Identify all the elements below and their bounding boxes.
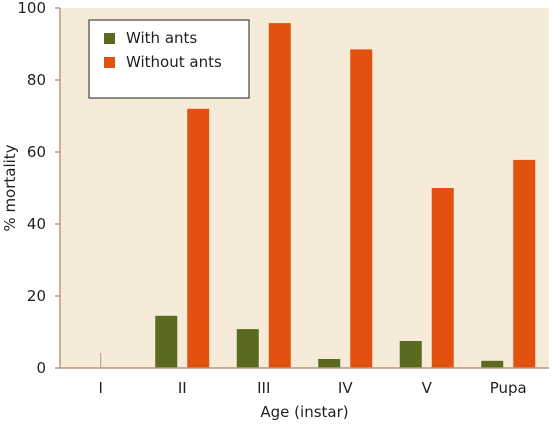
x-axis-ticks: I II III IV V Pupa: [99, 353, 527, 397]
bars: [155, 23, 536, 369]
bar-without-ants: [431, 188, 454, 368]
bar-with-ants: [318, 359, 341, 368]
bar-with-ants: [155, 315, 178, 368]
bar-with-ants: [399, 341, 422, 368]
bar-without-ants: [268, 23, 291, 369]
x-tick-label: Pupa: [490, 379, 527, 397]
x-tick-label: I: [99, 379, 103, 397]
y-axis-ticks: 0 20 40 60 80 100: [17, 0, 60, 377]
x-tick-label: II: [178, 379, 187, 397]
y-axis-title: % mortality: [1, 144, 19, 231]
y-tick-label: 100: [17, 0, 46, 17]
bar-without-ants: [513, 159, 536, 368]
x-tick-label: III: [257, 379, 270, 397]
y-tick-label: 20: [27, 287, 46, 305]
bar-with-ants: [481, 360, 504, 368]
legend-swatch: [104, 57, 115, 68]
legend-swatch: [104, 33, 115, 44]
y-tick-label: 80: [27, 71, 46, 89]
y-tick-label: 60: [27, 143, 46, 161]
x-axis-title: Age (instar): [260, 403, 348, 421]
legend-label: With ants: [126, 29, 197, 47]
bar-without-ants: [350, 49, 373, 369]
y-tick-label: 0: [36, 359, 46, 377]
bar-with-ants: [236, 329, 259, 368]
legend: With ants Without ants: [88, 19, 250, 99]
legend-box: [88, 19, 250, 99]
y-tick-label: 40: [27, 215, 46, 233]
legend-label: Without ants: [126, 53, 222, 71]
x-tick-label: V: [422, 379, 433, 397]
bar-without-ants: [187, 108, 210, 369]
x-tick-label: IV: [338, 379, 353, 397]
